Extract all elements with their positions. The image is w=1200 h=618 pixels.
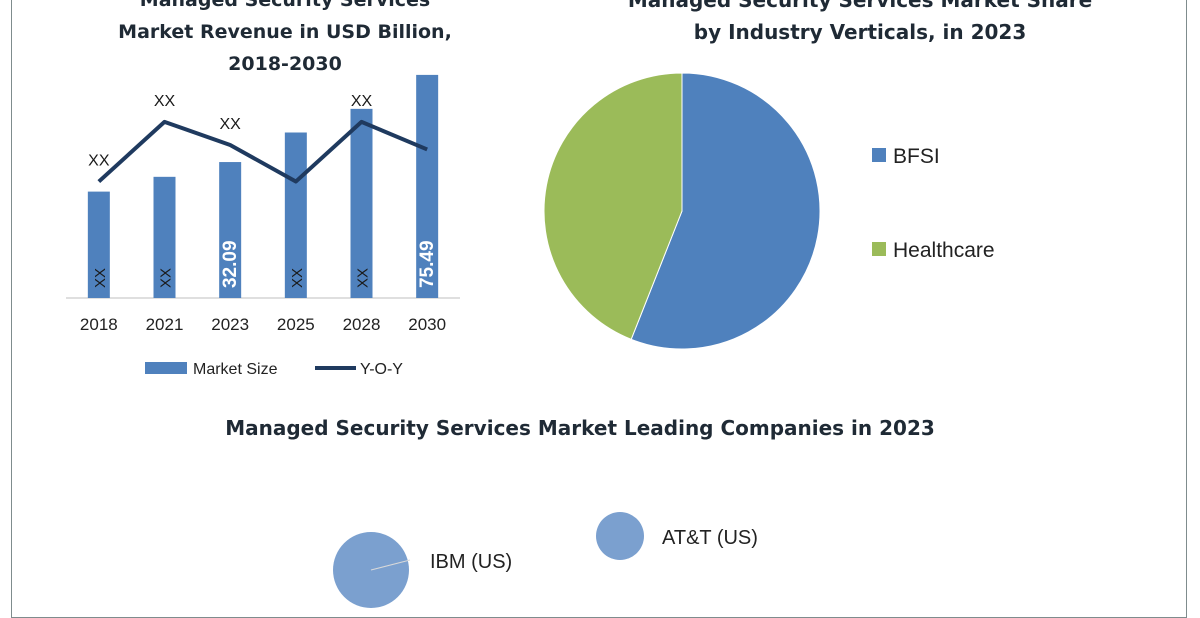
share-chart-title: Managed Security Services Market Share b… bbox=[580, 0, 1140, 48]
legend-bfsi-label: BFSI bbox=[893, 145, 940, 168]
bar-data-label-2025: XX bbox=[289, 268, 306, 288]
bar-data-label-2018: XX bbox=[92, 268, 109, 288]
bar-2021 bbox=[153, 176, 176, 298]
legend-market-size-label: Market Size bbox=[193, 361, 278, 378]
bar-2028 bbox=[350, 108, 373, 298]
x-tick-label-2018: 2018 bbox=[80, 315, 118, 334]
industry-share-pie-chart: BFSI Healthcare bbox=[543, 72, 995, 350]
x-tick-label-2023: 2023 bbox=[211, 315, 249, 334]
pie-slice-bfsi bbox=[630, 72, 821, 350]
bubble-leader-ibm-us bbox=[370, 559, 411, 571]
yoy-line bbox=[97, 119, 428, 184]
x-tick-label-2030: 2030 bbox=[408, 315, 446, 334]
yoy-data-label-2023: XX bbox=[219, 116, 241, 133]
legend-healthcare-swatch bbox=[872, 242, 886, 256]
revenue-title-line-3: 2018-2030 bbox=[228, 53, 342, 75]
companies-chart-title: Managed Security Services Market Leading… bbox=[150, 412, 1010, 444]
bar-data-label-2030: 75.49 bbox=[417, 240, 438, 288]
revenue-title-line-2: Market Revenue in USD Billion, bbox=[118, 21, 452, 43]
legend-healthcare-label: Healthcare bbox=[893, 239, 995, 262]
share-title-line-1: Managed Security Services Market Share bbox=[627, 0, 1093, 12]
yoy-data-label-2018: XX bbox=[88, 153, 110, 170]
bar-data-label-2028: XX bbox=[355, 268, 372, 288]
leading-companies-bubble-chart: IBM (US) AT&T (US) bbox=[333, 512, 758, 608]
yoy-data-label-2028: XX bbox=[351, 93, 373, 110]
bar-2030 bbox=[416, 74, 439, 298]
x-tick-label-2025: 2025 bbox=[277, 315, 315, 334]
x-tick-label-2021: 2021 bbox=[146, 315, 184, 334]
revenue-bar-line-chart: XX 2018 XX 2021 32.09 2023 XX 2025 XX 2028 75.49 20… bbox=[66, 74, 460, 378]
companies-title-line-1: Managed Security Services Market Leading… bbox=[225, 416, 935, 440]
legend-yoy-label: Y-O-Y bbox=[360, 361, 403, 378]
bar-2023 bbox=[219, 162, 242, 298]
x-tick-label-2028: 2028 bbox=[343, 315, 381, 334]
bar-data-label-2023: 32.09 bbox=[220, 240, 241, 288]
bar-data-label-2021: XX bbox=[158, 268, 175, 288]
legend-market-size-swatch bbox=[145, 362, 187, 374]
share-title-line-2: by Industry Verticals, in 2023 bbox=[693, 20, 1027, 44]
bar-2018 bbox=[87, 191, 110, 298]
legend-bfsi-swatch bbox=[872, 148, 886, 162]
yoy-data-label-2021: XX bbox=[154, 93, 176, 110]
revenue-chart-title: Managed Security Services Market Revenue… bbox=[90, 0, 480, 80]
revenue-title-line-1: Managed Security Services bbox=[139, 0, 431, 11]
pie-slice-healthcare bbox=[543, 72, 683, 340]
bubble-label-at-t-us: AT&T (US) bbox=[662, 527, 758, 549]
bubble-at-t-us bbox=[596, 512, 644, 560]
bubble-label-ibm-us: IBM (US) bbox=[430, 551, 512, 573]
